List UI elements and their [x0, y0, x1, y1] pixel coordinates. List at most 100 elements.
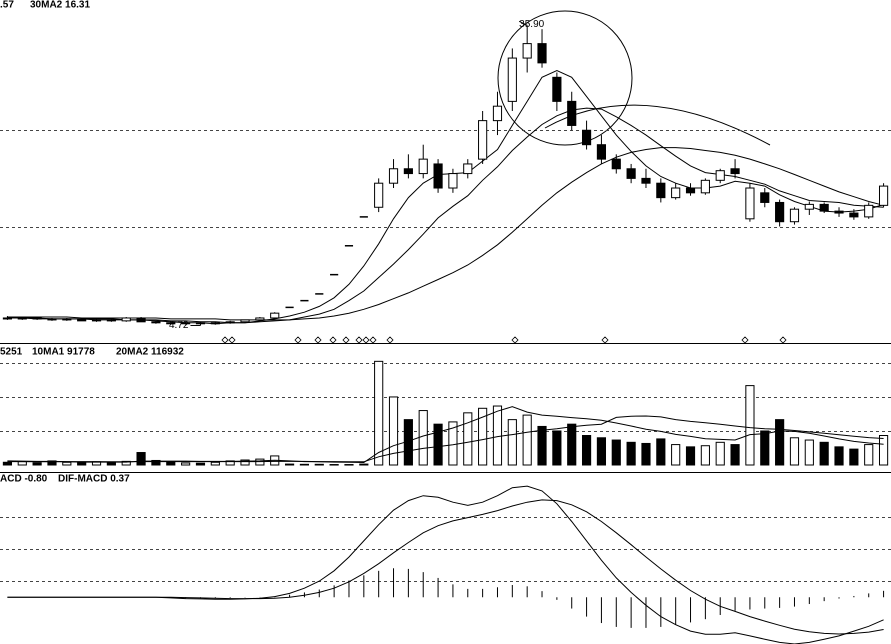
candle-body [225, 321, 235, 324]
annotation-label: 35.90 [519, 19, 544, 30]
annotation-label: 4.72 [169, 320, 189, 331]
volume-bar [374, 360, 384, 466]
ma-line [7, 415, 884, 463]
candle-body [567, 100, 577, 126]
candle-body [611, 158, 621, 170]
header-label: 5251 [0, 347, 23, 358]
volume-bar [596, 437, 607, 466]
volume-bar [537, 425, 547, 466]
ma-line [7, 107, 884, 324]
volume-bar [62, 461, 72, 466]
candle-body [775, 201, 785, 223]
candle-body [789, 208, 800, 223]
volume-bar [106, 462, 116, 466]
candle-body [374, 182, 384, 208]
candle-body [478, 120, 488, 160]
candle-body [77, 318, 87, 322]
candle-body [106, 319, 116, 322]
candle-body [507, 57, 517, 102]
candle-body [760, 192, 770, 203]
annotation-circle [497, 10, 633, 146]
volume-bar [418, 410, 428, 466]
volume-bar [284, 463, 295, 466]
candle-body [32, 317, 42, 320]
candle-body [270, 312, 280, 319]
candle-body [537, 43, 547, 64]
volume-bar [299, 463, 310, 466]
candle-body [834, 210, 844, 214]
volume-bar [567, 423, 577, 466]
volume-bar [715, 441, 725, 466]
candle-body [804, 203, 814, 210]
candle-body [91, 319, 102, 322]
candle-body [17, 317, 27, 320]
volume-bar [878, 435, 889, 466]
candle-body [47, 318, 57, 321]
volume-bar [685, 446, 696, 466]
candle-body [745, 187, 755, 220]
candle-body [552, 76, 562, 102]
volume-bar [492, 405, 503, 466]
volume-bar [136, 452, 146, 466]
volume-bar [478, 407, 488, 466]
volume-bar [433, 423, 443, 466]
candle-body [388, 168, 399, 184]
volume-bar [2, 461, 13, 466]
volume-bar [849, 448, 859, 466]
volume-bar [463, 412, 473, 466]
candle-body [255, 317, 265, 321]
candle-body [121, 317, 131, 322]
candle-body [656, 182, 666, 199]
volume-bar [775, 419, 785, 466]
candle-body [448, 173, 458, 189]
header-label: 30MA2 16.31 [30, 0, 90, 11]
volume-bar [656, 438, 666, 466]
header-label: ACD -0.80 [0, 474, 48, 485]
candle-body [151, 321, 161, 324]
volume-bar [864, 444, 874, 466]
candle-body [685, 187, 696, 194]
candle-body [715, 170, 725, 181]
volume-bar [789, 437, 800, 466]
volume-bar [344, 464, 354, 466]
volume-bar [834, 446, 844, 466]
volume-bar [641, 442, 651, 466]
candle-body [463, 163, 473, 175]
candle-body [641, 177, 651, 184]
candle-body [730, 168, 740, 175]
volume-bar [522, 414, 532, 466]
ma-line [7, 147, 884, 321]
annotation-leader [518, 20, 528, 26]
volume-bar [507, 419, 517, 466]
candle-body [2, 317, 13, 320]
volume-bar [626, 441, 636, 466]
volume-bar [32, 462, 42, 466]
volume-bar [819, 441, 829, 466]
ma-line [7, 70, 884, 325]
volume-bar [314, 463, 324, 466]
candle-body [433, 163, 443, 189]
candle-body [418, 158, 428, 175]
header-label: 10MA1 91778 [32, 347, 95, 358]
candle-body [181, 322, 191, 325]
candle-body [136, 317, 146, 323]
ma-line [7, 499, 884, 635]
volume-bar [181, 462, 191, 466]
volume-bar [210, 461, 220, 466]
volume-bar [166, 461, 176, 466]
candle-body [240, 319, 250, 323]
candle-body [166, 322, 176, 325]
volume-bar [700, 445, 710, 466]
volume-bar [195, 462, 206, 466]
volume-bar [77, 462, 87, 466]
signal-diamond [221, 336, 787, 344]
volume-bar [760, 430, 770, 466]
volume-bar [329, 464, 339, 466]
volume-bar [359, 463, 369, 466]
signal-markers [221, 336, 787, 344]
volume-bar [240, 459, 250, 466]
candle-body [403, 168, 413, 175]
candle-body [195, 322, 206, 325]
